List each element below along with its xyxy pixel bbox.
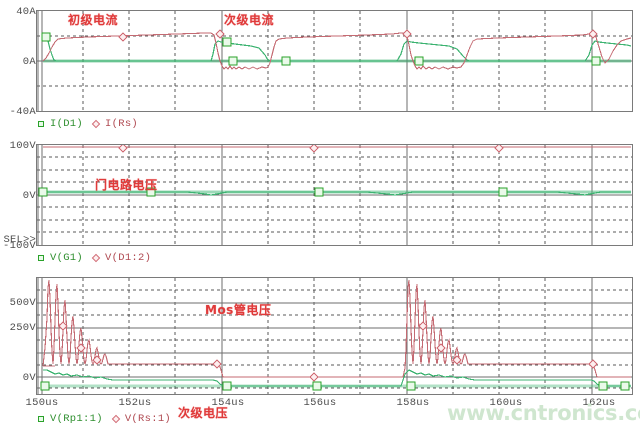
y-tick-gate-min: -100V bbox=[2, 240, 36, 252]
square-marker-icon bbox=[38, 416, 44, 422]
diamond-marker-icon bbox=[91, 119, 101, 129]
selection-marker[interactable]: SEL>> bbox=[3, 234, 36, 246]
x-tick-150us: 150us bbox=[25, 397, 59, 409]
legend-label-vrp11: V(Rp1:1) bbox=[50, 413, 103, 425]
legend-panel-mos-voltage[interactable]: V(Rp1:1) V(Rs:1) bbox=[38, 412, 171, 426]
x-axis-ticks: 150us 152us 154us 156us 158us 160us 162u… bbox=[0, 397, 640, 413]
square-marker-icon bbox=[38, 121, 44, 127]
y-tick-mos-250: 250V bbox=[9, 322, 36, 334]
x-tick-152us: 152us bbox=[118, 397, 152, 409]
y-tick-gate-max: 100V bbox=[9, 140, 36, 152]
plot-area-current bbox=[37, 11, 632, 111]
y-tick-current-zero: 0A bbox=[22, 56, 36, 68]
y-tick-mos-500: 500V bbox=[9, 297, 36, 309]
annotation-secondary-voltage: 次级电压 bbox=[178, 406, 229, 420]
x-tick-162us: 162us bbox=[582, 397, 616, 409]
legend-label-vg1: V(G1) bbox=[50, 252, 84, 264]
x-tick-156us: 156us bbox=[303, 397, 337, 409]
plot-panel-gate-voltage[interactable] bbox=[36, 144, 633, 246]
diamond-marker-icon bbox=[111, 414, 121, 424]
annotation-gate-voltage: 门电路电压 bbox=[95, 178, 158, 192]
legend-entry-vd12[interactable]: V(D1:2) bbox=[91, 252, 152, 264]
diamond-marker-icon bbox=[91, 253, 101, 263]
legend-panel-current[interactable]: I(D1) I(Rs) bbox=[38, 117, 138, 131]
legend-label-irs: I(Rs) bbox=[105, 118, 139, 130]
legend-panel-gate-voltage[interactable]: V(G1) V(D1:2) bbox=[38, 251, 151, 265]
legend-entry-vrs1[interactable]: V(Rs:1) bbox=[111, 413, 172, 425]
y-tick-mos-0: 0V bbox=[22, 372, 36, 384]
legend-entry-vg1[interactable]: V(G1) bbox=[38, 252, 83, 264]
plot-panel-mos-voltage[interactable] bbox=[36, 277, 633, 395]
legend-entry-irs[interactable]: I(Rs) bbox=[91, 118, 139, 130]
legend-label-id1: I(D1) bbox=[50, 118, 84, 130]
legend-label-vd12: V(D1:2) bbox=[105, 252, 152, 264]
legend-entry-vrp11[interactable]: V(Rp1:1) bbox=[38, 413, 103, 425]
legend-entry-id1[interactable]: I(D1) bbox=[38, 118, 83, 130]
x-tick-158us: 158us bbox=[396, 397, 430, 409]
y-tick-current-max: 40A bbox=[16, 6, 36, 18]
y-tick-gate-zero: 0V bbox=[22, 190, 36, 202]
square-marker-icon bbox=[38, 255, 44, 261]
annotation-mos-voltage: Mos管电压 bbox=[205, 303, 272, 317]
x-tick-160us: 160us bbox=[489, 397, 523, 409]
annotation-primary-current: 初级电流 bbox=[68, 13, 119, 27]
annotation-secondary-current: 次级电流 bbox=[224, 13, 275, 27]
plot-area-mos-voltage bbox=[37, 278, 632, 394]
plot-area-gate-voltage bbox=[37, 145, 632, 245]
legend-label-vrs1: V(Rs:1) bbox=[124, 413, 172, 425]
plot-panel-current[interactable] bbox=[36, 10, 633, 112]
y-tick-current-min: -40A bbox=[9, 106, 36, 118]
x-tick-154us: 154us bbox=[211, 397, 245, 409]
